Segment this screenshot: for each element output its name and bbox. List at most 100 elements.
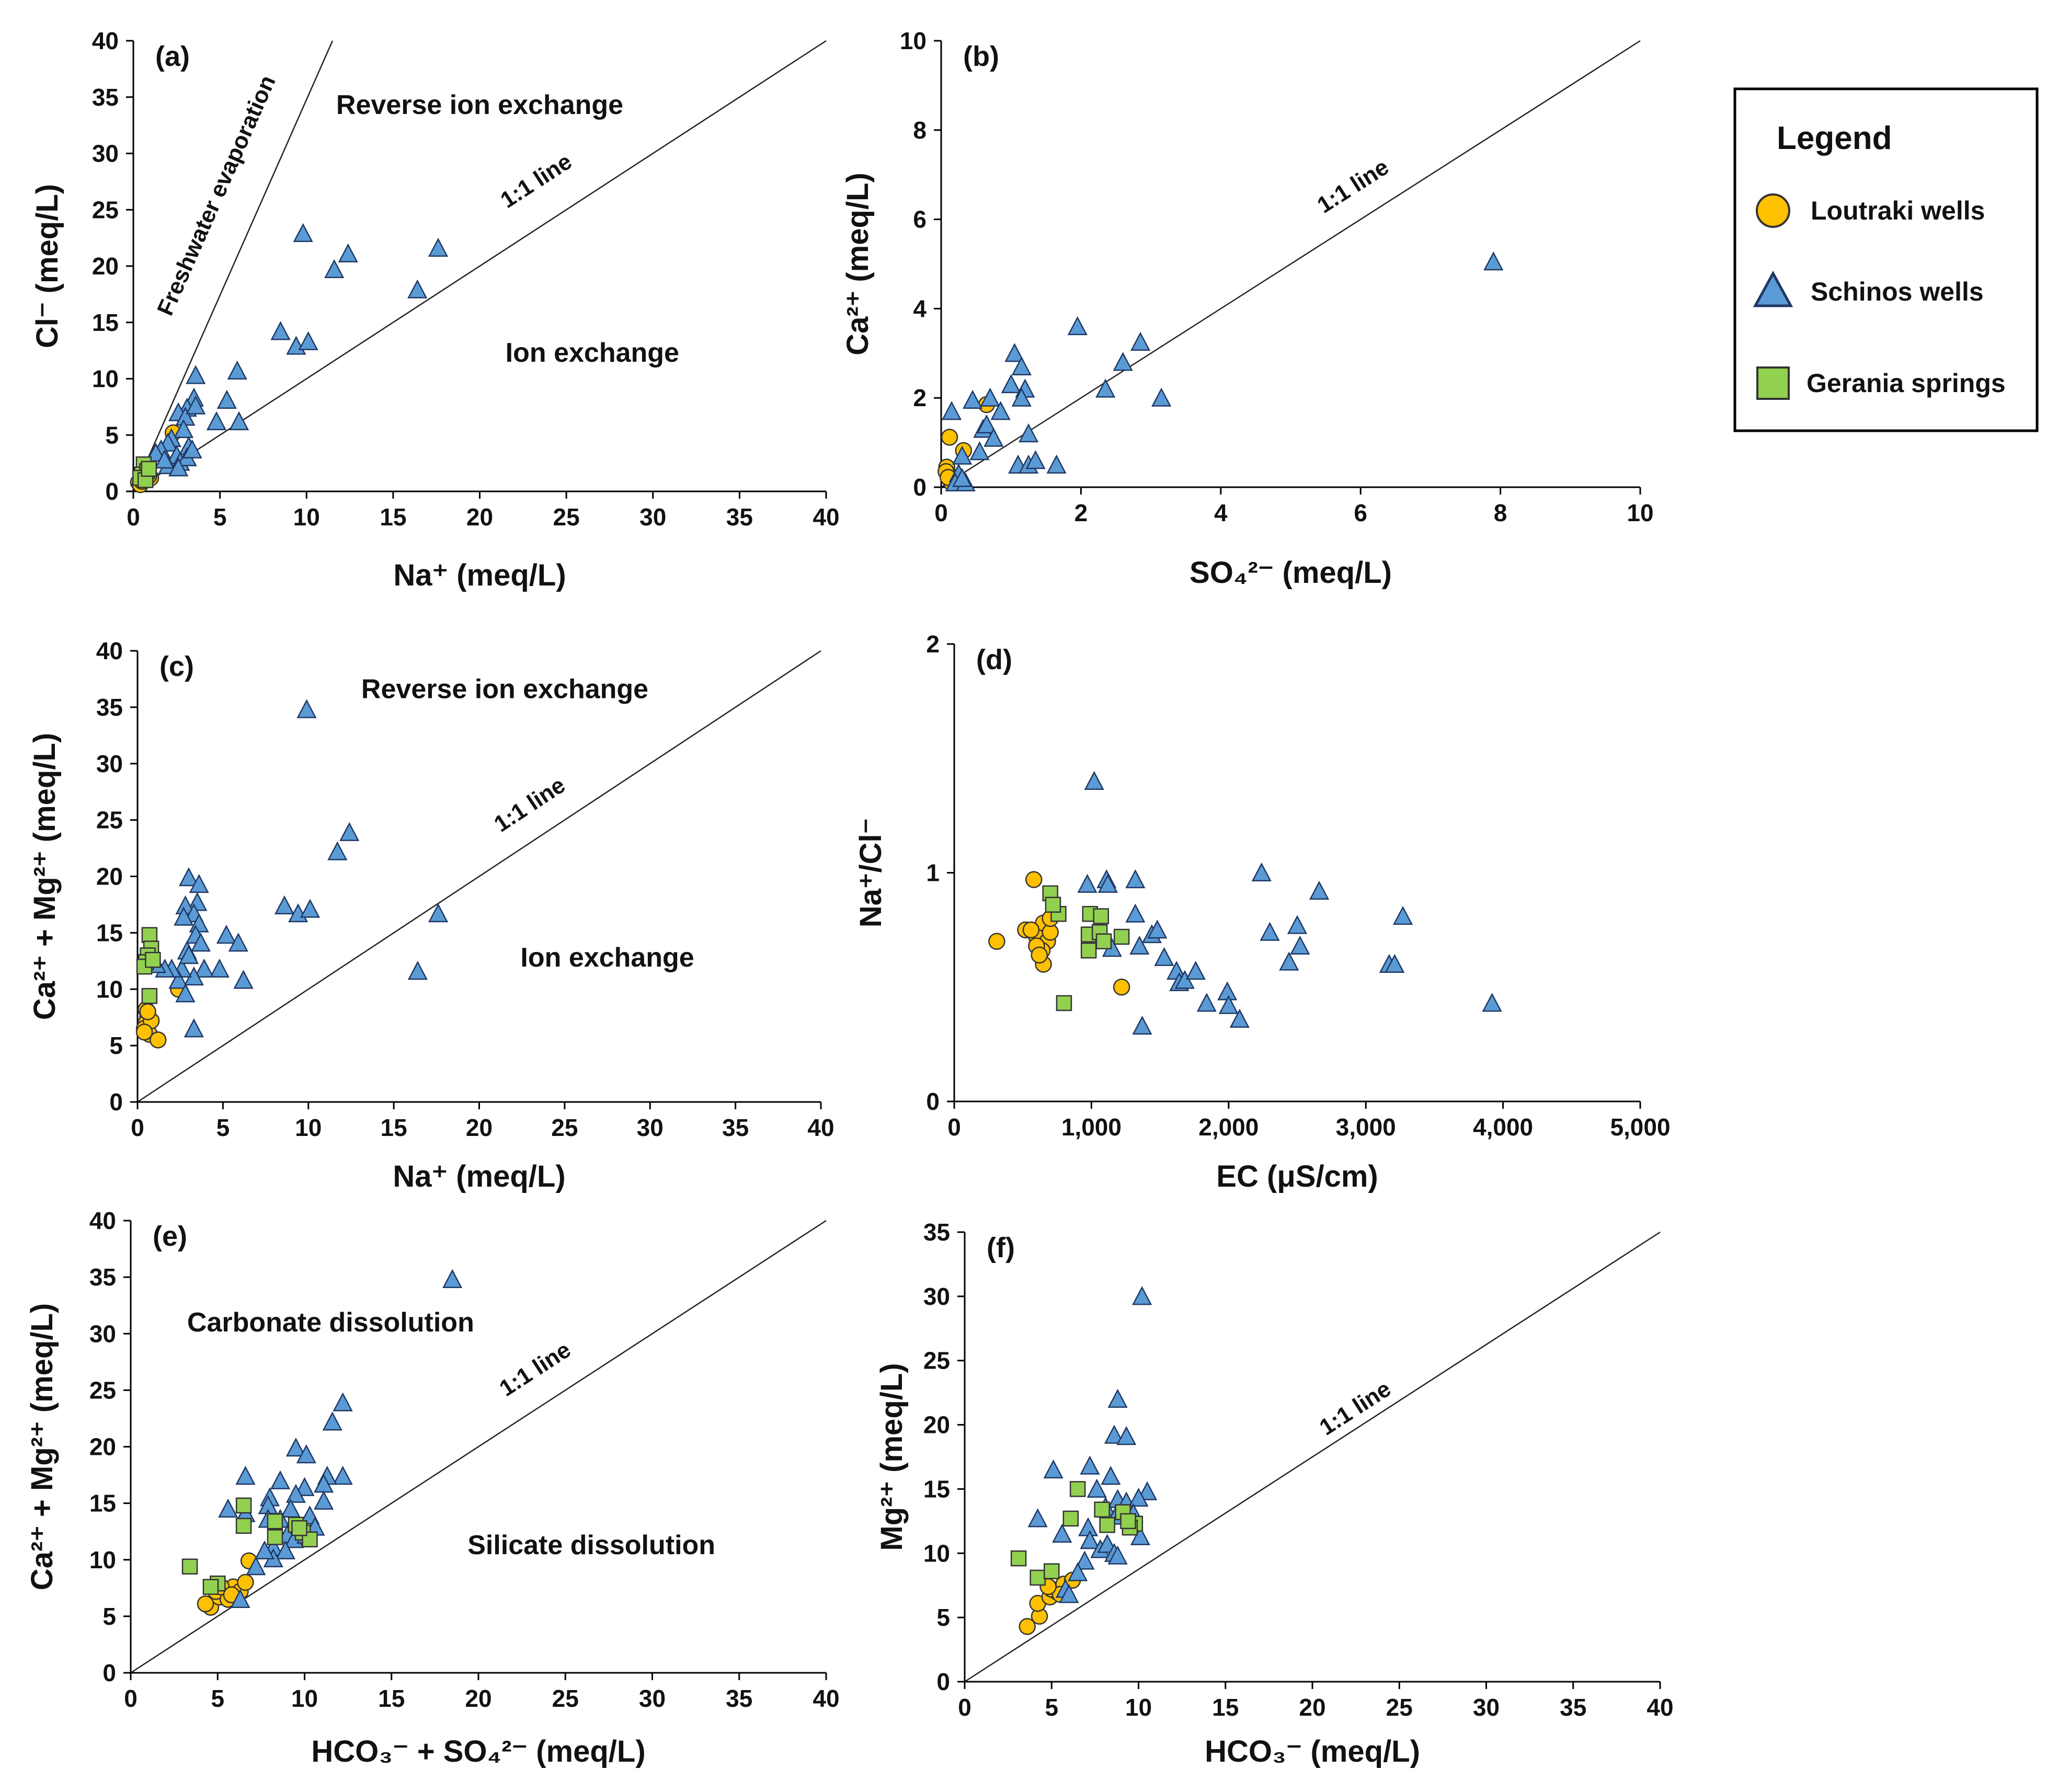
data-point-loutraki-wells (1031, 946, 1048, 964)
y-tick-label: 40 (92, 27, 119, 54)
data-point-loutraki-wells (149, 1031, 167, 1049)
series-gerania-springs (136, 927, 161, 1004)
legend: Legend Loutraki wells Schinos wells Gera… (1733, 87, 2039, 432)
panel-a: 1:1 line Freshwater evaporation 0 5 10 15 20 25… (30, 27, 840, 592)
data-point-schinos-wells (428, 903, 449, 923)
panel-b: 1:1 line 0 2 4 6 8 10 0 2 4 6 8 10 SO₄²⁻ (meq/L) Ca²⁺ … (841, 27, 1654, 590)
data-point-schinos-wells (1128, 1487, 1149, 1507)
y-tick-label: 25 (923, 1347, 950, 1374)
x-axis-title: SO₄²⁻ (meq/L) (1190, 556, 1392, 590)
x-tick-label: 10 (295, 1114, 322, 1141)
x-tick-label: 40 (813, 1685, 839, 1712)
y-tick-label: 15 (96, 919, 123, 946)
y-tick-label: 20 (89, 1433, 116, 1461)
data-point-schinos-wells (980, 387, 1000, 407)
data-point-schinos-wells (1043, 1459, 1064, 1479)
y-axis-title: Na⁺/Cl⁻ (854, 818, 888, 928)
y-axis-title: Ca²⁺ + Mg²⁺ (meq/L) (28, 733, 62, 1020)
x-tick-label: 30 (639, 503, 666, 531)
x-tick-label: 10 (291, 1685, 318, 1712)
x-tick-label: 5 (216, 1114, 230, 1141)
legend-label-loutraki: Loutraki wells (1811, 196, 1985, 225)
x-tick-label: 5 (211, 1685, 224, 1712)
data-point-gerania-springs (181, 1558, 198, 1575)
data-point-schinos-wells (178, 945, 199, 964)
x-tick-label: 35 (726, 503, 753, 531)
reference-line-label: 1:1 line (1313, 154, 1393, 219)
x-tick-label: 0 (934, 499, 948, 526)
x-axis-title: HCO₃⁻ (meq/L) (1205, 1734, 1420, 1768)
data-point-gerania-springs (1095, 933, 1112, 949)
data-point-schinos-wells (322, 1411, 342, 1431)
y-tick-label: 10 (92, 365, 119, 393)
data-point-loutraki-wells (1022, 921, 1040, 939)
region-annotation: Reverse ion exchange (361, 674, 648, 705)
x-tick-label: 5 (1045, 1694, 1058, 1721)
data-point-gerania-springs (1094, 1501, 1110, 1518)
data-point-schinos-wells (1107, 1545, 1128, 1565)
data-point-schinos-wells (1309, 880, 1330, 900)
x-tick-label: 0 (124, 1685, 138, 1712)
data-point-gerania-springs (202, 1579, 219, 1595)
y-tick-label: 25 (89, 1376, 116, 1404)
data-point-schinos-wells (952, 468, 973, 487)
y-tick-label: 35 (96, 694, 123, 721)
reference-line-label: 1:1 line (1315, 1376, 1396, 1440)
x-tick-label: 30 (1473, 1694, 1500, 1721)
data-point-schinos-wells (293, 223, 313, 243)
y-axis-title: Ca²⁺ (meq/L) (841, 173, 875, 355)
reference-line-1-1-line (130, 1220, 827, 1674)
data-point-schinos-wells (1116, 1426, 1137, 1445)
series-schinos-wells (941, 251, 1504, 492)
y-tick-label: 15 (923, 1475, 950, 1502)
y-tick-label: 40 (89, 1207, 116, 1234)
data-point-schinos-wells (1129, 935, 1150, 955)
y-tick-label: 0 (102, 1659, 116, 1686)
x-tick-label: 25 (553, 503, 580, 531)
data-point-schinos-wells (1130, 331, 1151, 351)
data-point-schinos-wells (407, 279, 428, 298)
data-point-schinos-wells (1001, 374, 1021, 394)
y-tick-label: 5 (102, 1603, 116, 1630)
data-point-loutraki-wells (237, 1573, 254, 1591)
region-annotation: Silicate dissolution (467, 1530, 715, 1560)
data-point-gerania-springs (1080, 943, 1097, 959)
data-point-schinos-wells (209, 958, 230, 978)
y-tick-label: 0 (105, 478, 119, 505)
data-point-schinos-wells (154, 449, 175, 469)
y-tick-label: 0 (913, 474, 927, 501)
data-point-schinos-wells (1077, 874, 1097, 893)
y-tick-label: 30 (89, 1320, 116, 1347)
data-point-schinos-wells (941, 401, 962, 420)
x-axis-title: Na⁺ (meq/L) (393, 1159, 565, 1193)
x-tick-label: 20 (466, 1114, 493, 1141)
y-tick-label: 25 (92, 196, 119, 223)
data-point-schinos-wells (314, 1490, 334, 1510)
data-point-schinos-wells (1084, 771, 1104, 790)
data-point-schinos-wells (1132, 1015, 1152, 1035)
panel-label: (e) (153, 1221, 187, 1252)
data-point-gerania-springs (141, 987, 158, 1004)
data-point-schinos-wells (182, 439, 202, 458)
data-point-schinos-wells (1011, 387, 1032, 407)
data-point-schinos-wells (174, 906, 194, 926)
reference-line-label: Freshwater evaporation (152, 72, 280, 319)
x-tick-label: 0 (947, 1113, 961, 1141)
x-tick-label: 8 (1494, 499, 1507, 526)
data-point-gerania-springs (1010, 1550, 1027, 1567)
data-point-schinos-wells (298, 331, 318, 350)
data-point-schinos-wells (296, 699, 317, 718)
region-annotation: Carbonate dissolution (187, 1307, 474, 1338)
data-point-gerania-springs (1044, 1563, 1060, 1579)
region-annotation: Ion exchange (506, 338, 679, 368)
series-gerania-springs (1010, 1481, 1144, 1586)
region-annotation: Ion exchange (520, 943, 694, 973)
legend-label-gerania: Gerania springs (1807, 369, 2006, 398)
data-point-schinos-wells (333, 1392, 353, 1411)
data-point-schinos-wells (1229, 1008, 1250, 1028)
data-point-schinos-wells (274, 895, 295, 915)
data-point-schinos-wells (1185, 960, 1206, 980)
data-point-schinos-wells (285, 1484, 306, 1503)
data-point-schinos-wells (186, 395, 206, 415)
data-point-schinos-wells (327, 841, 348, 860)
